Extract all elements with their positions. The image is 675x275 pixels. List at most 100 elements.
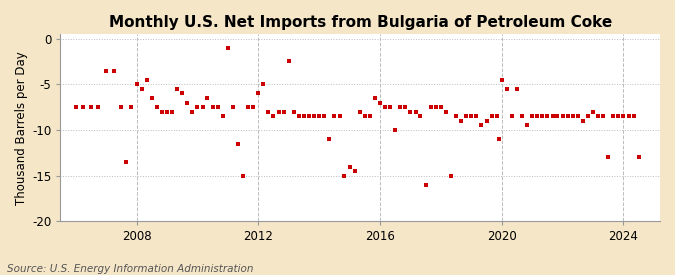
Point [238, 174, 248, 178]
Point [421, 183, 431, 187]
Point [441, 109, 452, 114]
Point [502, 87, 512, 91]
Point [101, 68, 111, 73]
Point [572, 114, 583, 119]
Point [415, 114, 426, 119]
Point [284, 59, 294, 64]
Point [116, 105, 127, 109]
Point [227, 105, 238, 109]
Point [466, 114, 477, 119]
Point [207, 105, 218, 109]
Point [557, 114, 568, 119]
Point [618, 114, 629, 119]
Point [430, 105, 441, 109]
Point [410, 109, 421, 114]
Point [350, 169, 360, 173]
Point [597, 114, 608, 119]
Point [390, 128, 401, 132]
Point [324, 137, 335, 141]
Point [273, 109, 284, 114]
Point [446, 174, 456, 178]
Point [608, 114, 619, 119]
Point [136, 87, 147, 91]
Point [161, 109, 172, 114]
Point [425, 105, 436, 109]
Point [451, 114, 462, 119]
Point [364, 114, 375, 119]
Point [243, 105, 254, 109]
Point [517, 114, 528, 119]
Point [628, 114, 639, 119]
Point [288, 109, 299, 114]
Point [202, 96, 213, 100]
Point [633, 155, 644, 160]
Point [70, 105, 81, 109]
Point [314, 114, 325, 119]
Point [93, 105, 104, 109]
Point [319, 114, 329, 119]
Point [380, 105, 391, 109]
Point [400, 105, 410, 109]
Point [603, 155, 614, 160]
Point [171, 87, 182, 91]
Point [278, 109, 289, 114]
Point [405, 109, 416, 114]
Point [298, 114, 309, 119]
Point [354, 109, 365, 114]
Y-axis label: Thousand Barrels per Day: Thousand Barrels per Day [15, 51, 28, 205]
Point [258, 82, 269, 86]
Point [623, 114, 634, 119]
Point [268, 114, 279, 119]
Point [121, 160, 132, 164]
Point [532, 114, 543, 119]
Point [369, 96, 380, 100]
Point [146, 96, 157, 100]
Point [197, 105, 208, 109]
Point [456, 119, 466, 123]
Point [151, 105, 162, 109]
Point [167, 109, 178, 114]
Point [512, 87, 522, 91]
Point [593, 114, 603, 119]
Point [522, 123, 533, 128]
Point [213, 105, 223, 109]
Point [359, 114, 370, 119]
Point [471, 114, 482, 119]
Point [435, 105, 446, 109]
Point [232, 142, 243, 146]
Point [141, 78, 152, 82]
Point [86, 105, 97, 109]
Point [375, 100, 385, 105]
Point [334, 114, 345, 119]
Point [126, 105, 137, 109]
Point [506, 114, 517, 119]
Point [562, 114, 573, 119]
Point [481, 119, 492, 123]
Point [182, 100, 193, 105]
Point [108, 68, 119, 73]
Point [491, 114, 502, 119]
Point [217, 114, 228, 119]
Point [395, 105, 406, 109]
Title: Monthly U.S. Net Imports from Bulgaria of Petroleum Coke: Monthly U.S. Net Imports from Bulgaria o… [109, 15, 612, 30]
Point [294, 114, 304, 119]
Point [263, 109, 273, 114]
Point [542, 114, 553, 119]
Point [344, 164, 355, 169]
Point [308, 114, 319, 119]
Point [223, 45, 234, 50]
Point [187, 109, 198, 114]
Point [177, 91, 188, 96]
Point [329, 114, 340, 119]
Point [157, 109, 167, 114]
Point [578, 119, 589, 123]
Point [339, 174, 350, 178]
Point [537, 114, 547, 119]
Point [494, 137, 505, 141]
Point [496, 78, 507, 82]
Point [588, 109, 599, 114]
Point [248, 105, 259, 109]
Text: Source: U.S. Energy Information Administration: Source: U.S. Energy Information Administ… [7, 264, 253, 274]
Point [613, 114, 624, 119]
Point [461, 114, 472, 119]
